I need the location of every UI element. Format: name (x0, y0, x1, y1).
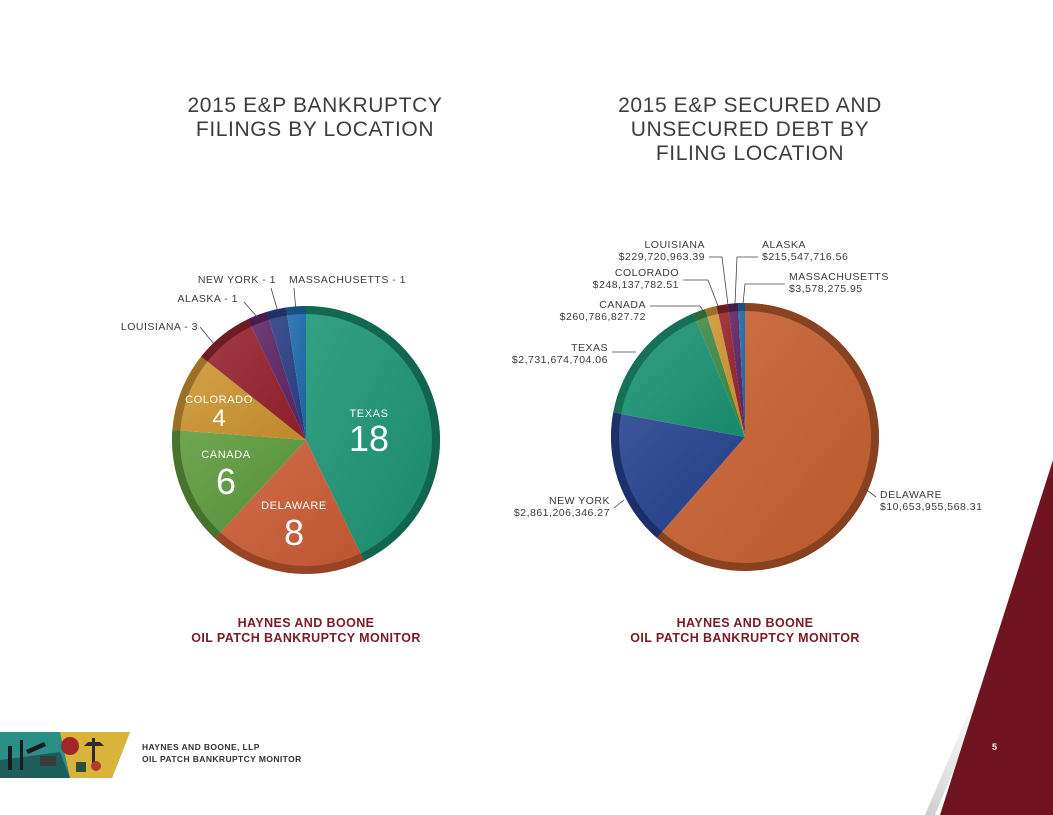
slice-label-louisiana: LOUISIANA - 3 (121, 321, 198, 333)
pie-slice-new-york (266, 307, 306, 440)
slice-label-canada: CANADA (201, 449, 251, 461)
left-credit-line2: OIL PATCH BANKRUPTCY MONITOR (191, 631, 421, 645)
footer-text: HAYNES AND BOONE, LLP OIL PATCH BANKRUPT… (142, 742, 302, 765)
slice-label-colorado: COLORADO (185, 394, 253, 406)
pie-slice-colorado (172, 356, 306, 440)
slice-value-texas: 18 (349, 418, 389, 459)
pie-rim-colorado (172, 356, 208, 431)
slice-value-louisiana: $229,720,963.39 (619, 251, 705, 263)
leader-line-new-york (270, 287, 279, 313)
pie-rim-alaska (727, 303, 739, 313)
pie-rim-new-york (266, 307, 288, 320)
pie-slice-canada (693, 309, 745, 437)
right-chart-title: 2015 E&P SECURED AND UNSECURED DEBT BY FIL… (585, 94, 915, 166)
pie-slice-delaware (214, 440, 365, 574)
pie-rim-new-york (610, 412, 663, 538)
leader-line-delaware (863, 487, 877, 498)
slice-label-alaska: ALASKA (762, 239, 806, 251)
slice-value-alaska: $215,547,716.56 (762, 251, 848, 263)
slice-value-texas: $2,731,674,704.06 (512, 354, 608, 366)
slice-label-massachusetts: MASSACHUSETTS (789, 271, 889, 283)
pie-rim-colorado (704, 306, 719, 317)
slice-label-texas: TEXAS (571, 342, 608, 354)
pie-rim-louisiana (201, 319, 252, 362)
leader-line-new-york (613, 499, 625, 509)
oil-patch-illustration (0, 732, 130, 778)
page-number: 5 (992, 742, 998, 752)
pie-slice-massachusetts (738, 303, 745, 437)
leader-line-massachusetts (293, 287, 297, 313)
left-credit-line1: HAYNES AND BOONE (237, 616, 375, 630)
leader-line-alaska (734, 256, 758, 305)
debt-pie-chart: DELAWARE$10,653,955,568.31 NEW YORK$2,861… (512, 239, 982, 571)
pie-slice-alaska (727, 303, 745, 437)
leader-line-louisiana (199, 326, 215, 345)
pie-rim-delaware (214, 532, 365, 574)
slice-value-delaware: $10,653,955,568.31 (880, 501, 982, 513)
slice-label-delaware: DELAWARE (880, 489, 942, 501)
slice-label-alaska: ALASKA - 1 (178, 293, 238, 305)
pie-slice-alaska (247, 311, 306, 440)
slice-value-new-york: $2,861,206,346.27 (514, 507, 610, 519)
slice-label-louisiana: LOUISIANA (644, 239, 705, 251)
slice-label-new-york: NEW YORK - 1 (198, 274, 276, 286)
slice-label-delaware: DELAWARE (261, 500, 327, 512)
left-chart-title: 2015 E&P BANKRUPTCY FILINGS BY LOCATION (150, 94, 480, 142)
left-title-line-2: FILINGS BY LOCATION (195, 118, 435, 141)
footer-line1: HAYNES AND BOONE, LLP (142, 742, 260, 752)
slice-value-canada: $260,786,827.72 (560, 311, 646, 323)
pie-slice-canada (172, 429, 306, 539)
right-chart-credit: HAYNES AND BOONE OIL PATCH BANKRUPTCY MO… (595, 616, 895, 646)
leader-line-alaska (243, 301, 259, 319)
right-title-line-2: UNSECURED DEBT BY (630, 118, 870, 141)
pie-slice-louisiana (716, 304, 745, 437)
slice-label-new-york: NEW YORK (549, 495, 610, 507)
pie-slice-new-york (610, 412, 745, 538)
right-credit-line1: HAYNES AND BOONE (676, 616, 814, 630)
slice-label-texas: TEXAS (349, 408, 388, 420)
pie-rim-massachusetts (738, 303, 745, 312)
slice-value-delaware: 8 (284, 512, 304, 553)
pie-rim-louisiana (716, 304, 729, 314)
slice-value-massachusetts: $3,578,275.95 (789, 283, 863, 295)
pie-rim-texas (613, 313, 697, 415)
slice-value-colorado: $248,137,782.51 (593, 279, 679, 291)
slice-value-colorado: 4 (212, 405, 225, 432)
pie-slice-louisiana (201, 319, 306, 440)
slice-label-massachusetts: MASSACHUSETTS - 1 (289, 274, 406, 286)
left-title-line-1: 2015 E&P BANKRUPTCY (187, 94, 443, 117)
slice-label-canada: CANADA (599, 299, 646, 311)
pie-rim-canada (172, 429, 221, 539)
leader-line-colorado (683, 279, 719, 307)
slice-value-canada: 6 (216, 461, 236, 502)
leader-line-massachusetts (742, 283, 785, 305)
leader-line-canada (650, 305, 706, 315)
pie-slice-colorado (704, 306, 745, 437)
pie-slice-texas (306, 306, 441, 561)
pie-slice-delaware (656, 303, 879, 571)
right-title-line-1: 2015 E&P SECURED AND (618, 94, 882, 117)
leader-line-louisiana (709, 256, 729, 306)
pie-slice-massachusetts (286, 306, 306, 440)
slice-label-colorado: COLORADO (615, 267, 679, 279)
right-credit-line2: OIL PATCH BANKRUPTCY MONITOR (630, 631, 860, 645)
footer-line2: OIL PATCH BANKRUPTCY MONITOR (142, 753, 302, 764)
left-chart-credit: HAYNES AND BOONE OIL PATCH BANKRUPTCY MO… (156, 616, 456, 646)
pie-slice-texas (613, 313, 745, 437)
right-title-line-3: FILING LOCATION (655, 142, 845, 165)
pie-rim-alaska (247, 311, 269, 327)
